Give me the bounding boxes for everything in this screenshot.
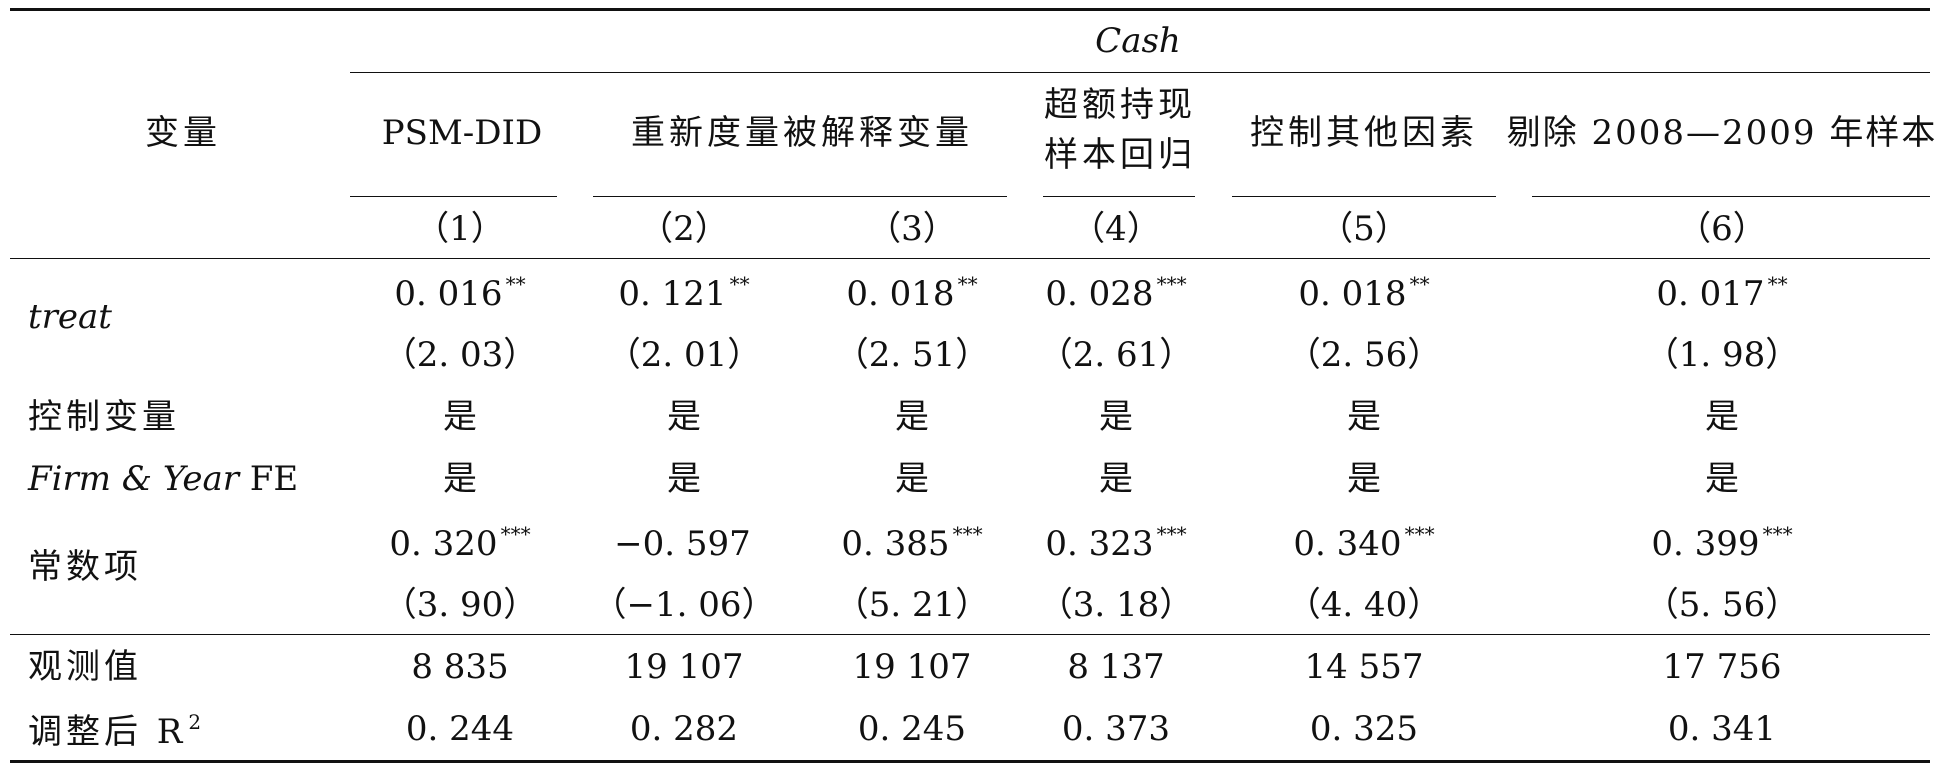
- column-number-4: （4）: [1071, 209, 1161, 249]
- row-label-constant: 常数项: [28, 547, 142, 587]
- group-header-psm-did: PSM-DID: [381, 113, 543, 153]
- constant-coef-5: 0. 340 ***: [1293, 522, 1435, 564]
- row-label-controls: 控制变量: [28, 397, 180, 437]
- treat-tstat-6: （1. 98）: [1644, 335, 1800, 375]
- constant-coef-3: 0. 385 ***: [841, 522, 983, 564]
- header-bottom-rule: [10, 258, 1930, 259]
- controls-value-5: 是: [1347, 397, 1381, 437]
- constant-tstat-5: （4. 40）: [1286, 585, 1442, 625]
- column-number-5: （5）: [1319, 209, 1409, 249]
- fe-value-1: 是: [443, 459, 477, 499]
- group-header-other-factors: 控制其他因素: [1250, 113, 1478, 153]
- group-underline-excess-cash: [1043, 196, 1195, 197]
- controls-value-6: 是: [1705, 397, 1739, 437]
- group-header-excess-cash-line1: 超额持现: [1044, 85, 1196, 125]
- controls-value-3: 是: [895, 397, 929, 437]
- controls-value-1: 是: [443, 397, 477, 437]
- constant-tstat-3: （5. 21）: [834, 585, 990, 625]
- treat-tstat-1: （2. 03）: [382, 335, 538, 375]
- group-underline-controls: [1232, 196, 1496, 197]
- dependent-variable-label: Cash: [1095, 21, 1181, 61]
- constant-tstat-4: （3. 18）: [1038, 585, 1194, 625]
- treat-coef-6: 0. 017 **: [1656, 272, 1788, 314]
- treat-tstat-2: （2. 01）: [606, 335, 762, 375]
- observations-value-1: 8 835: [411, 647, 509, 687]
- group-header-excess-cash: 超额持现 样本回归: [1044, 80, 1196, 180]
- row-label-observations: 观测值: [28, 647, 142, 687]
- group-underline-remeasure: [593, 196, 1007, 197]
- fe-value-3: 是: [895, 459, 929, 499]
- treat-tstat-5: （2. 56）: [1286, 335, 1442, 375]
- constant-tstat-1: （3. 90）: [382, 585, 538, 625]
- group-underline-exclude: [1532, 196, 1930, 197]
- cash-underline: [350, 72, 1930, 73]
- column-number-2: （2）: [639, 209, 729, 249]
- fe-value-4: 是: [1099, 459, 1133, 499]
- treat-coef-2: 0. 121 **: [618, 272, 750, 314]
- constant-coef-4: 0. 323 ***: [1045, 522, 1187, 564]
- observations-value-3: 19 107: [852, 647, 972, 687]
- treat-tstat-4: （2. 61）: [1038, 335, 1194, 375]
- variable-column-header: 变量: [145, 113, 221, 153]
- fe-value-2: 是: [667, 459, 701, 499]
- column-number-6: （6）: [1677, 209, 1767, 249]
- treat-coef-5: 0. 018 **: [1298, 272, 1430, 314]
- group-header-excess-cash-line2: 样本回归: [1044, 135, 1196, 175]
- group-header-exclude-2008-2009: 剔除 2008—2009 年样本: [1506, 113, 1936, 153]
- adj-r2-value-2: 0. 282: [629, 709, 739, 749]
- column-number-1: （1）: [415, 209, 505, 249]
- constant-tstat-6: （5. 56）: [1644, 585, 1800, 625]
- treat-tstat-3: （2. 51）: [834, 335, 990, 375]
- column-number-3: （3）: [867, 209, 957, 249]
- adj-r2-value-4: 0. 373: [1061, 709, 1171, 749]
- constant-coef-1: 0. 320 ***: [389, 522, 531, 564]
- adj-r2-value-5: 0. 325: [1309, 709, 1419, 749]
- observations-value-5: 14 557: [1304, 647, 1424, 687]
- observations-value-4: 8 137: [1067, 647, 1165, 687]
- treat-coef-1: 0. 016 **: [394, 272, 526, 314]
- group-header-remeasure: 重新度量被解释变量: [631, 113, 973, 153]
- bottom-rule: [10, 760, 1930, 763]
- adj-r2-value-3: 0. 245: [857, 709, 967, 749]
- row-label-treat: treat: [28, 297, 112, 337]
- treat-coef-4: 0. 028 ***: [1045, 272, 1187, 314]
- adj-r2-value-1: 0. 244: [405, 709, 515, 749]
- constant-coef-6: 0. 399 ***: [1651, 522, 1793, 564]
- stats-separator-rule: [10, 634, 1930, 635]
- top-rule: [10, 8, 1930, 11]
- group-underline-psm: [350, 196, 557, 197]
- controls-value-4: 是: [1099, 397, 1133, 437]
- constant-coef-2: −0. 597: [614, 524, 751, 564]
- fe-value-5: 是: [1347, 459, 1381, 499]
- adj-r2-value-6: 0. 341: [1667, 709, 1777, 749]
- constant-tstat-2: （−1. 06）: [592, 585, 776, 625]
- observations-value-2: 19 107: [624, 647, 744, 687]
- controls-value-2: 是: [667, 397, 701, 437]
- fe-value-6: 是: [1705, 459, 1739, 499]
- row-label-fixed-effects: Firm & Year FE: [28, 459, 299, 499]
- observations-value-6: 17 756: [1662, 647, 1782, 687]
- treat-coef-3: 0. 018 **: [846, 272, 978, 314]
